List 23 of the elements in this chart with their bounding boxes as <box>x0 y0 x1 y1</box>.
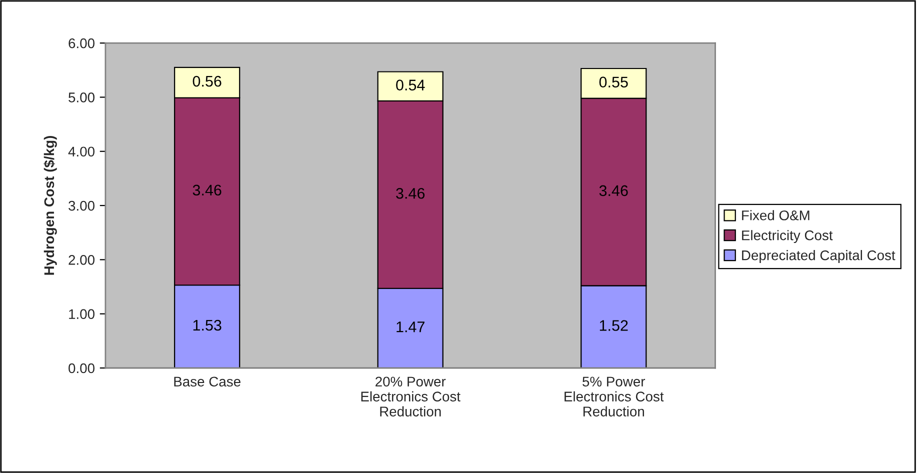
y-tick-label: 3.00 <box>68 200 94 211</box>
legend-label: Fixed O&M <box>742 210 810 220</box>
x-tick-label: 20% Power Electronics Cost Reduction <box>361 376 460 416</box>
y-tick-label: 4.00 <box>68 146 94 157</box>
data-label: 3.46 <box>396 188 425 199</box>
legend-label: Depreciated Capital Cost <box>742 250 896 263</box>
data-label: 3.46 <box>599 185 628 196</box>
y-tick-label: 5.00 <box>68 92 94 102</box>
x-tick-label: Base Case <box>174 376 240 387</box>
y-tick-label: 1.00 <box>69 309 94 320</box>
y-tick-label: 0.00 <box>68 363 94 374</box>
y-tick-label: 2.00 <box>68 255 94 265</box>
legend-label: Electricity Cost <box>742 230 833 244</box>
y-axis-title: Hydrogen Cost ($/kg) <box>44 136 57 275</box>
x-tick-label: 5% Power Electronics Cost Reduction <box>564 376 664 416</box>
data-label: 1.47 <box>396 322 424 332</box>
y-tick-label: 6.00 <box>68 38 94 48</box>
data-label: 0.54 <box>396 80 425 90</box>
data-label: 3.46 <box>192 184 222 196</box>
data-label: 0.56 <box>192 76 222 87</box>
data-label: 1.53 <box>193 320 222 331</box>
data-label: 0.55 <box>599 76 628 88</box>
data-label: 1.52 <box>600 320 628 331</box>
